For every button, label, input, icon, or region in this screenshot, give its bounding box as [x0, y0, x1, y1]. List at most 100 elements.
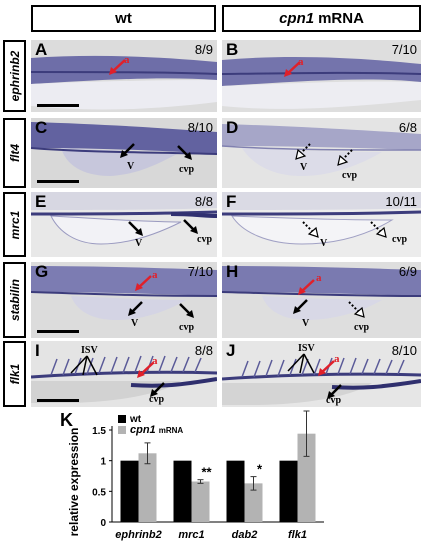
red-arrow-icon	[137, 362, 154, 378]
x-tick-label: mrc1	[178, 529, 204, 541]
panel-letter: G	[35, 262, 49, 281]
panel-G: G 7/10 a V cvp	[31, 262, 217, 338]
bar-mrna-flk1	[297, 433, 316, 522]
panel-letter: D	[226, 118, 239, 137]
red-arrow-icon	[135, 275, 152, 291]
header-wt: wt	[31, 5, 216, 32]
bar-wt-mrc1	[173, 460, 192, 522]
bar-wt-ephrinb2	[120, 460, 139, 522]
panel-F: F 10/11 V cvp	[222, 192, 421, 257]
red-arrow-icon	[284, 61, 301, 77]
y-tick-label: 1	[100, 457, 106, 468]
artery-label: a	[298, 56, 304, 68]
panel-ratio: 8/10	[391, 343, 417, 358]
panel-ratio: 8/10	[187, 120, 213, 135]
y-tick-label: 1.5	[92, 426, 106, 437]
vein-label: V	[302, 318, 310, 329]
y-tick-label: 0	[100, 518, 106, 529]
row-label-text: ephrinb2	[7, 50, 22, 102]
panel-C: C 8/10 V cvp	[31, 118, 217, 188]
dashed-arrow-icon	[337, 149, 353, 166]
panel-letter: K	[60, 410, 73, 430]
row-label-stabilin: stabilin	[3, 262, 26, 338]
artery-label: a	[316, 272, 322, 284]
vein-label: V	[127, 161, 135, 172]
panel-A: A 8/9 a	[31, 40, 217, 112]
header-wt-label: wt	[115, 10, 132, 27]
panel-ratio: 6/9	[398, 264, 417, 279]
cvp-label: cvp	[197, 234, 212, 245]
red-arrow-icon	[109, 59, 126, 75]
row-label-ephrinb2: ephrinb2	[3, 40, 26, 112]
panel-ratio: 8/8	[194, 194, 213, 209]
artery-label: a	[152, 269, 158, 281]
panel-ratio: 7/10	[391, 42, 417, 57]
scale-bar	[37, 104, 79, 107]
arrow-icon	[128, 221, 143, 236]
x-tick-label: ephrinb2	[115, 529, 161, 541]
dashed-arrow-icon	[302, 221, 319, 238]
bar-wt-flk1	[279, 460, 298, 522]
scale-bar	[37, 180, 79, 183]
header-cpn1-mrna: cpn1 mRNA	[222, 5, 421, 32]
panel-H: H 6/9 a V cvp	[222, 262, 421, 338]
cvp-label: cvp	[392, 234, 407, 245]
row-label-flk1: flk1	[3, 341, 26, 407]
cvp-label: cvp	[149, 394, 164, 405]
embryo-image	[31, 192, 217, 245]
panel-D: D 6/8 V cvp	[222, 118, 421, 188]
panel-ratio: 8/8	[194, 343, 213, 358]
legend-swatch	[118, 415, 126, 423]
legend-label: cpn1 mRNA	[130, 424, 183, 436]
x-tick-label: flk1	[288, 529, 307, 541]
red-arrow-icon	[298, 279, 315, 295]
cvp-label: cvp	[342, 170, 357, 181]
arrow-icon	[120, 143, 135, 158]
significance-mark: **	[201, 465, 212, 480]
bar-mrna-mrc1	[191, 481, 210, 522]
vein-label: V	[320, 238, 328, 249]
arrow-icon	[183, 219, 198, 234]
cvp-label: cvp	[354, 322, 369, 333]
row-label-text: flt4	[7, 144, 22, 162]
vein-label: V	[135, 238, 143, 249]
arrow-icon	[128, 301, 143, 316]
panel-letter: B	[226, 40, 239, 59]
artery-label: a	[152, 355, 158, 367]
bar-mrna-dab2	[244, 483, 263, 522]
panel-letter: I	[35, 341, 40, 360]
legend-label: wt	[129, 414, 142, 425]
arrow-icon	[177, 145, 192, 160]
isv-arrows-icon	[70, 355, 98, 376]
arrow-icon	[179, 303, 194, 318]
panel-letter: E	[35, 192, 47, 211]
y-tick-label: 0.5	[92, 487, 106, 498]
panel-E: E 8/8 V cvp	[31, 192, 217, 257]
embryo-image	[31, 55, 217, 110]
row-label-mrc1: mrc1	[3, 192, 26, 257]
isv-label: ISV	[81, 345, 98, 356]
vein-label: V	[300, 162, 308, 173]
embryo-image	[222, 124, 421, 176]
row-label-text: stabilin	[7, 278, 22, 322]
cvp-label: cvp	[326, 395, 341, 406]
legend-swatch	[118, 426, 126, 434]
cvp-label: cvp	[179, 322, 194, 333]
dashed-arrow-icon	[295, 143, 311, 160]
embryo-image	[31, 266, 217, 320]
bar-wt-dab2	[226, 460, 245, 522]
panel-letter: J	[226, 341, 236, 360]
isv-label: ISV	[298, 343, 315, 354]
row-label-text: mrc1	[7, 210, 22, 239]
embryo-image	[222, 57, 421, 109]
panel-ratio: 6/8	[398, 120, 417, 135]
artery-label: a	[334, 353, 340, 365]
panel-ratio: 10/11	[385, 194, 417, 209]
panel-letter: C	[35, 118, 48, 137]
row-label-flt4: flt4	[3, 118, 26, 188]
header-mrna-suffix: mRNA	[318, 10, 364, 27]
red-arrow-icon	[318, 360, 335, 376]
dashed-arrow-icon	[370, 221, 387, 238]
